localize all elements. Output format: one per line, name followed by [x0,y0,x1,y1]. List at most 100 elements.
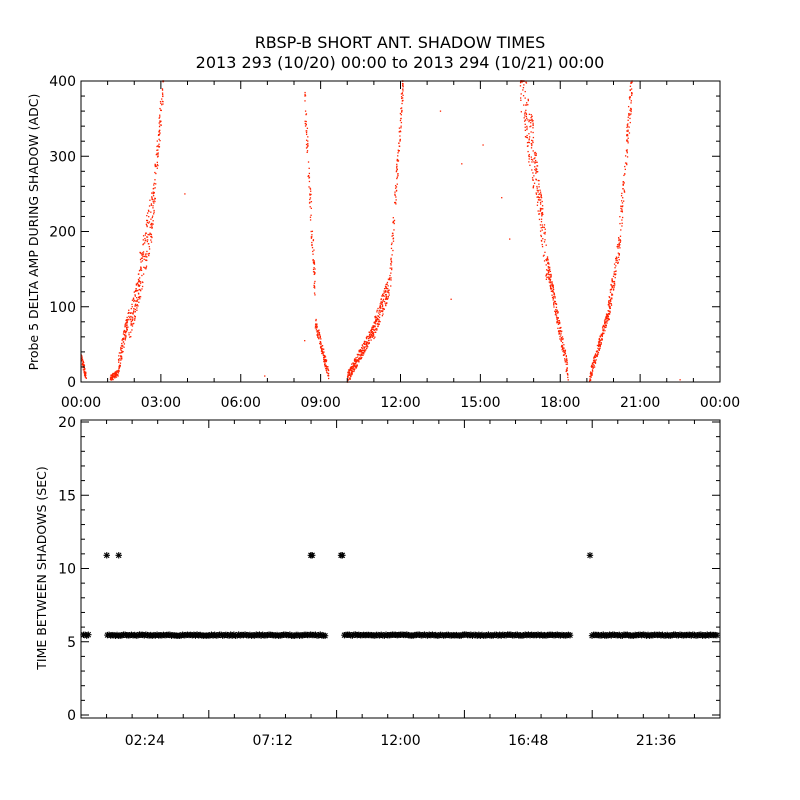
delta-amp-point [308,177,310,179]
delta-amp-point [395,170,398,173]
delta-amp-point [598,349,600,351]
delta-amp-point [630,100,632,102]
delta-amp-point [541,205,544,207]
delta-amp-point [609,306,611,308]
delta-amp-point [566,359,568,362]
delta-amp-point [532,179,534,181]
delta-amp-point [393,219,396,222]
delta-amp-point [84,368,86,371]
delta-amp-point [141,260,144,262]
delta-amp-point [126,327,128,329]
delta-amp-point [146,236,149,238]
delta-amp-point [610,303,612,305]
delta-amp-point [82,361,85,364]
delta-amp-point [126,320,128,322]
delta-amp-point [324,366,326,368]
delta-amp-point [388,294,390,296]
delta-amp-point [307,144,309,146]
delta-amp-point [394,185,397,187]
delta-amp-point [110,377,112,380]
delta-amp-point [621,202,624,204]
delta-amp-point [606,322,608,324]
delta-amp-point [520,99,522,101]
delta-amp-point [538,196,540,199]
delta-amp-point [626,152,628,154]
delta-amp-point [124,336,126,338]
bottom-x-tick-label: 07:12 [253,733,293,749]
delta-amp-point [126,322,128,324]
delta-amp-point [161,88,164,90]
delta-amp-point [124,332,127,334]
delta-amp-point [611,278,613,280]
delta-amp-point [624,173,626,175]
delta-amp-point [627,119,629,121]
delta-amp-point [153,209,155,212]
delta-amp-point [597,353,599,355]
delta-amp-point [535,161,537,163]
delta-amp-point [374,323,377,325]
delta-amp-point [81,363,84,365]
delta-amp-point [398,145,401,147]
delta-amp-point [387,287,389,290]
delta-amp-point [524,111,526,113]
delta-amp-point [376,309,378,312]
delta-amp-point [532,185,535,187]
delta-amp-point [607,319,609,321]
delta-amp-point [390,279,392,281]
delta-amp-point [535,178,537,180]
delta-amp-point [365,343,368,346]
delta-amp-point [627,125,629,127]
delta-amp-point [318,334,320,336]
delta-amp-point [626,139,628,141]
delta-amp-point [358,354,361,356]
delta-amp-point [361,354,363,356]
delta-amp-point [352,366,355,368]
delta-amp-point [319,342,321,345]
delta-amp-point [539,199,542,201]
delta-amp-point [350,371,353,373]
delta-amp-point [314,272,316,274]
delta-amp-point [534,154,536,156]
delta-amp-point [550,276,552,278]
delta-amp-point [152,220,154,222]
delta-amp-point [316,325,318,328]
delta-amp-point [591,364,593,367]
delta-amp-panel: Probe 5 DELTA AMP DURING SHADOW (ADC) 00… [26,74,740,411]
delta-amp-point [122,350,124,353]
delta-amp-point [618,243,620,245]
delta-amp-point [630,81,632,84]
delta-amp-point [123,346,125,348]
delta-amp-point [140,290,142,292]
delta-amp-point [590,376,592,378]
chart-title-line2: 2013 293 (10/20) 00:00 to 2013 294 (10/2… [196,53,605,72]
delta-amp-point [607,314,609,317]
delta-amp-point [137,285,140,287]
delta-amp-point [396,159,398,162]
delta-amp-point [349,368,352,370]
delta-amp-point [564,352,566,354]
delta-amp-point [397,155,399,157]
delta-amp-point [561,344,563,347]
delta-amp-point [527,119,529,121]
delta-amp-point [618,238,620,240]
delta-amp-point [310,230,312,233]
delta-amp-point [354,368,356,370]
delta-amp-point [522,87,525,89]
delta-amp-point [592,366,595,368]
delta-amp-point [531,139,533,142]
delta-amp-point [600,334,602,337]
delta-amp-point [381,305,384,307]
delta-amp-point [540,194,542,197]
delta-amp-point [309,206,311,208]
delta-amp-point [310,214,312,216]
delta-amp-point [372,326,374,329]
delta-amp-point [350,372,352,375]
delta-amp-point [83,367,85,369]
delta-amp-point [601,337,603,340]
delta-amp-point [134,303,137,305]
delta-amp-point [559,330,561,332]
delta-amp-point [555,308,557,311]
delta-amp-point [565,358,567,361]
delta-amp-point [627,137,629,139]
delta-amp-point [604,323,606,325]
